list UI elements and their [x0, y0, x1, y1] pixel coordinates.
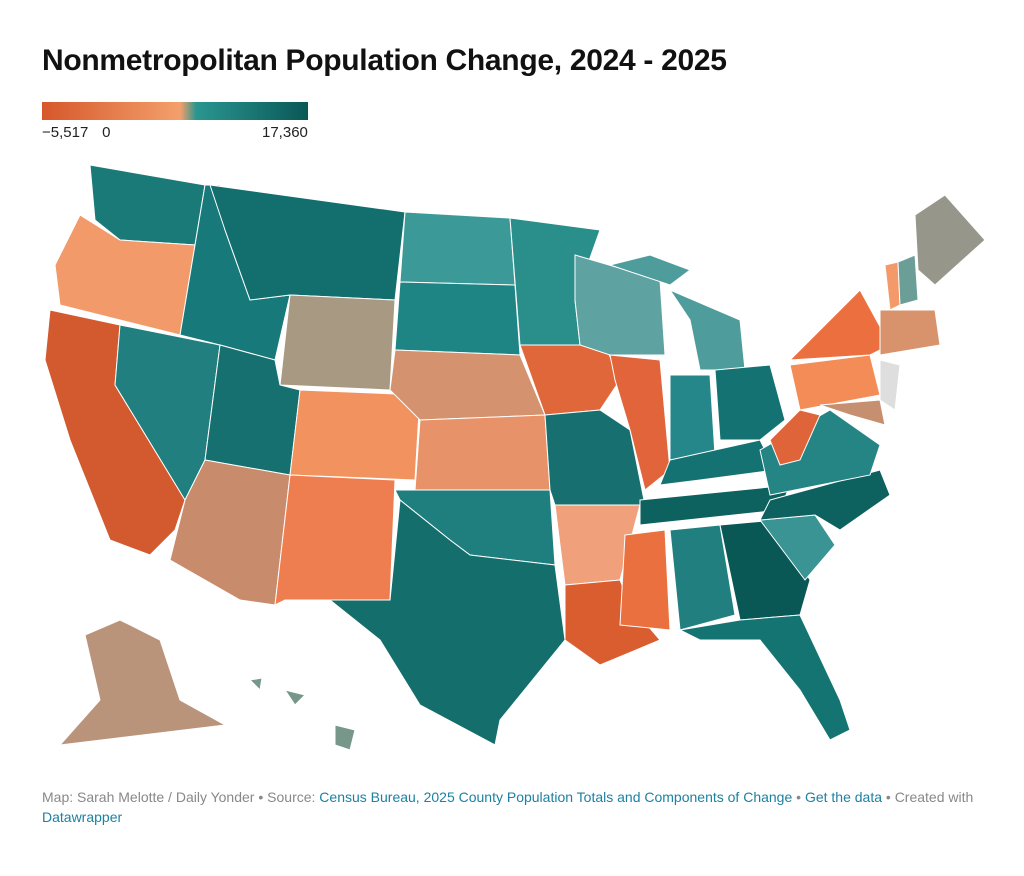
state	[394, 281, 521, 356]
source-link[interactable]: Census Bureau, 2025 County Population To…	[319, 789, 793, 805]
map	[44, 164, 986, 750]
state	[879, 309, 941, 356]
state	[668, 288, 746, 371]
legend-label: 17,360	[262, 124, 308, 141]
state	[289, 389, 421, 481]
legend-gradient	[42, 102, 308, 120]
state	[669, 374, 716, 461]
state	[914, 194, 986, 286]
legend-label: −5,517	[42, 124, 89, 141]
state	[414, 414, 551, 491]
state	[274, 474, 396, 606]
state	[884, 261, 901, 311]
state	[283, 689, 306, 706]
state	[769, 409, 821, 466]
state	[897, 254, 919, 306]
title: Nonmetropolitan Population Change, 2024 …	[42, 44, 727, 77]
state	[279, 294, 396, 391]
state	[334, 724, 356, 750]
state	[879, 359, 901, 411]
state	[759, 469, 891, 531]
state	[619, 529, 671, 631]
state	[58, 619, 227, 746]
state	[248, 677, 263, 692]
state	[659, 439, 776, 486]
state	[819, 399, 886, 426]
legend-label: 0	[102, 124, 111, 141]
state	[399, 211, 516, 286]
state	[714, 364, 786, 441]
state	[669, 524, 736, 631]
state	[678, 614, 851, 741]
states	[44, 164, 986, 750]
credit: Map: Sarah Melotte / Daily Yonder	[42, 789, 255, 805]
data-link[interactable]: Get the data	[804, 789, 882, 805]
tool-link[interactable]: Datawrapper	[42, 809, 123, 825]
state	[389, 349, 546, 421]
source-label: Source:	[267, 789, 316, 805]
state	[788, 289, 891, 361]
state	[608, 254, 692, 286]
state	[328, 499, 566, 746]
state	[564, 579, 661, 666]
footer: Map: Sarah Melotte / Daily Yonder • Sour…	[42, 789, 974, 825]
state	[609, 354, 671, 491]
legend: −5,517 0 17,360	[42, 102, 308, 141]
created-label: Created with	[894, 789, 974, 805]
